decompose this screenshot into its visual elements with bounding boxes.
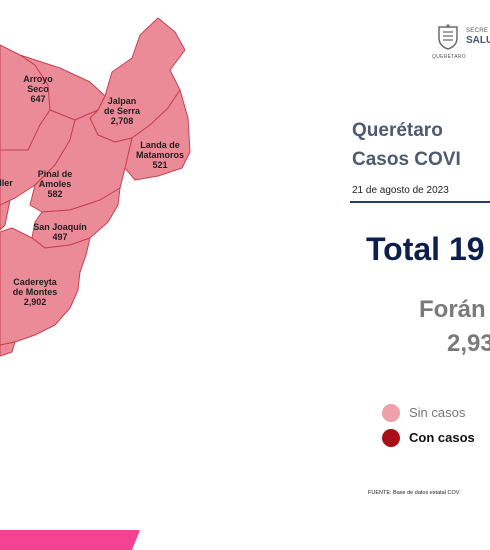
logo-sub-text: QUERÉTARO — [432, 54, 466, 60]
municipality-label: San Joaquín 497 — [33, 222, 87, 242]
municipality-label: ller — [0, 178, 13, 188]
municipality-label: Pinal de Amoles 582 — [38, 169, 73, 199]
municipality-labels: Arroyo Seco 647 Jalpan de Serra 2,708 Landa de… — [0, 74, 184, 307]
legend-no-cases-label: Sin casos — [409, 405, 466, 420]
cases-title: Casos COVI — [352, 149, 461, 170]
region-landa-de-matamoros — [124, 89, 191, 181]
region-cadereyta-de-montes — [0, 227, 91, 346]
municipality-label: Cadereyta de Montes 2,902 — [13, 277, 58, 307]
municipality-label: Jalpan de Serra 2,708 — [104, 96, 141, 126]
legend-no-cases-swatch — [382, 404, 400, 422]
region-southwest — [0, 341, 16, 357]
accent-bar — [0, 530, 140, 550]
foraneos-label: Forán — [419, 296, 486, 323]
legend-with-cases-swatch — [382, 429, 400, 447]
region-san-joaquin — [31, 187, 121, 249]
municipality-label: Landa de Matamoros 521 — [136, 140, 184, 170]
logo-top-text: SECRE — [466, 28, 489, 34]
secretaria-salud-logo: SECRE SALU QUERÉTARO — [432, 24, 490, 64]
map-regions — [0, 17, 191, 357]
report-date: 21 de agosto de 2023 — [352, 185, 449, 196]
legend-with-cases-label: Con casos — [409, 430, 475, 445]
municipality-label: Arroyo Seco 647 — [23, 74, 53, 104]
foraneos-value: 2,93 — [447, 330, 490, 357]
shield-icon — [438, 24, 458, 50]
total-cases: Total 19 — [366, 231, 485, 267]
logo-main-text: SALU — [466, 35, 490, 46]
title-divider — [350, 201, 490, 203]
state-title: Querétaro — [352, 120, 443, 141]
source-note: FUENTE: Base de datos estatal COV — [368, 490, 460, 496]
